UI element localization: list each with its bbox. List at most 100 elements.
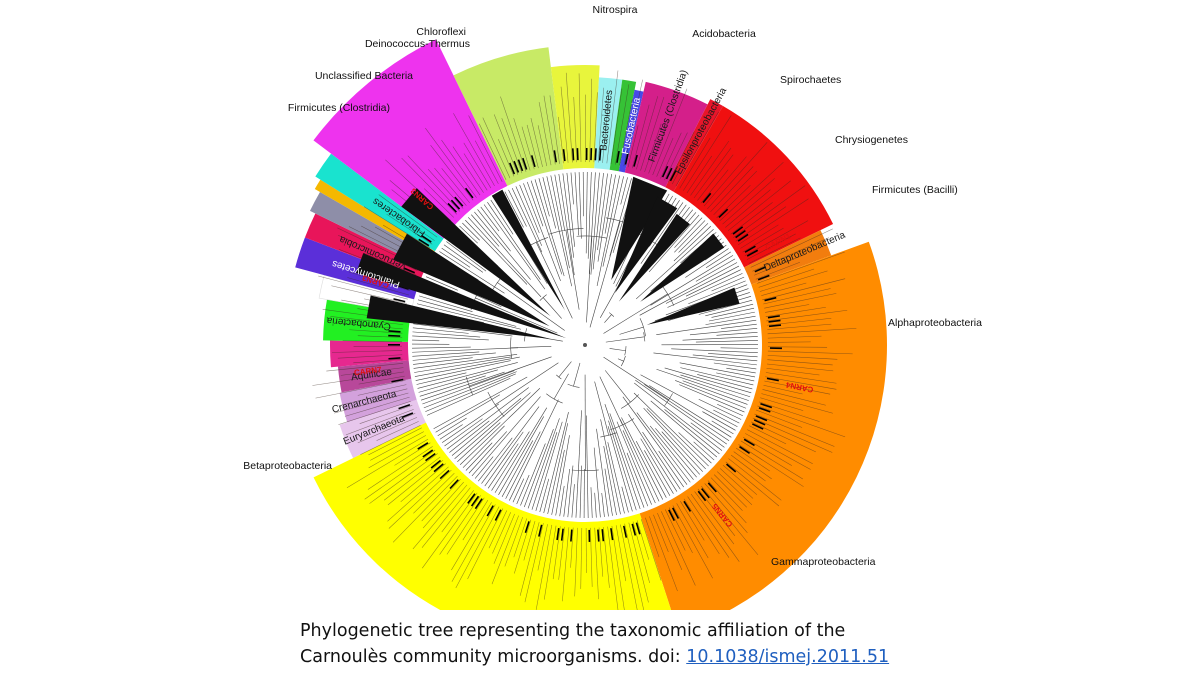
tree-branch (480, 206, 500, 232)
leaf-id-mark (494, 509, 502, 521)
leaf-label-mark (664, 132, 688, 181)
tree-branch (713, 362, 757, 370)
leaf-label-mark (482, 117, 511, 179)
leaf-label-mark (713, 474, 747, 508)
leaf-label-mark (463, 142, 492, 189)
leaf-label-layer (312, 70, 857, 610)
collapsed-clade-triangle (356, 253, 567, 339)
leaf-label-mark (738, 444, 804, 487)
tree-branch (690, 422, 725, 448)
leaf-label-mark (535, 524, 553, 610)
leaf-label-mark (730, 454, 766, 482)
leaf-label-mark (337, 322, 403, 330)
tree-branch (459, 388, 541, 465)
clade-wedge-beta (313, 422, 672, 610)
tree-branch (664, 367, 752, 394)
leaf-id-mark (735, 229, 746, 239)
leaf-id-mark (718, 208, 729, 218)
leaf-label-mark (623, 79, 643, 167)
tree-branch (558, 173, 575, 276)
tree-branch (680, 367, 754, 386)
leaf-id-mark (631, 523, 637, 536)
leaf-label-mark (755, 409, 803, 428)
leaf-label-mark (446, 497, 485, 555)
leaf-id-mark (517, 159, 524, 172)
tree-branch (674, 217, 703, 248)
tree-branch (644, 450, 671, 496)
leaf-label-mark (766, 363, 834, 372)
clade-wedge-delta (744, 230, 832, 285)
leaf-id-mark (732, 226, 744, 235)
tree-branch (474, 211, 531, 280)
leaf-label-mark (762, 389, 826, 406)
tree-branch (643, 407, 703, 472)
tree-branch (720, 347, 758, 349)
clade-wedge-bacilli (624, 81, 708, 188)
tree-branch (604, 174, 616, 234)
tree-branch (593, 447, 601, 518)
leaf-label-mark (407, 155, 461, 212)
tree-branch (596, 175, 620, 286)
leaf-id-mark (594, 148, 597, 161)
tree-branch (600, 419, 621, 515)
tree-branch (465, 219, 528, 285)
leaf-label-mark (619, 98, 633, 166)
leaf-id-mark (401, 412, 414, 419)
tree-branch (425, 373, 516, 412)
leaf-label-mark (441, 490, 474, 533)
caption-line-2: Carnoulès community microorganisms. doi:… (300, 644, 940, 670)
tree-branch (667, 273, 743, 308)
leaf-id-mark (449, 479, 459, 490)
leaf-label-mark (707, 480, 747, 524)
leaf-id-mark (764, 296, 777, 302)
tree-branch (661, 431, 700, 475)
tree-branch (459, 225, 478, 244)
external-clade-label-layer: Nitrospira Acidobacteria ChloroflexiDeinoc… (243, 4, 982, 568)
clade-wedge-euryarchaeota (339, 399, 426, 459)
leaf-label-mark (733, 185, 806, 238)
leaf-id-mark (633, 154, 638, 167)
leaf-label-mark (668, 507, 693, 554)
leaf-label-mark (387, 466, 449, 522)
tree-branch (504, 191, 524, 228)
leaf-label-mark (513, 518, 528, 558)
leaf-label-mark (383, 456, 441, 501)
leaf-label-mark (644, 123, 662, 173)
leaf-label-mark (759, 270, 828, 292)
leaf-label-mark (392, 476, 458, 543)
tree-branch (539, 478, 550, 513)
leaf-id-mark (702, 192, 712, 204)
tree-branch (658, 450, 684, 488)
leaf-id-mark (403, 267, 416, 274)
leaf-label-mark (558, 116, 565, 164)
clade-label-chloroflexi: Chloroflexi (416, 26, 466, 38)
leaf-label-mark (462, 499, 489, 541)
clade-wedge-acidobacteria (453, 47, 564, 186)
leaf-label-mark (400, 463, 446, 503)
tree-branch (547, 423, 569, 514)
tree-branch (705, 303, 754, 317)
leaf-label-mark (345, 409, 414, 436)
tree-branch (444, 418, 483, 447)
leaf-label-mark (758, 401, 820, 422)
tree-branch (574, 172, 579, 236)
leaf-label-mark (312, 371, 405, 386)
leaf-label-mark (514, 519, 532, 574)
tree-branch (468, 217, 542, 298)
leaf-label-mark (763, 384, 803, 395)
leaf-label-mark (679, 137, 711, 189)
clade-label-spirochaetes: Spirochaetes (780, 74, 841, 86)
tree-branch (607, 426, 633, 512)
leaf-label-mark (468, 115, 503, 182)
leaf-id-mark (768, 324, 782, 328)
tree-branch (465, 442, 493, 471)
leaf-label-mark (742, 436, 792, 466)
leaf-id-mark (701, 488, 710, 499)
tree-branch (590, 172, 600, 275)
leaf-label-mark (687, 496, 730, 558)
leaf-label-mark (593, 92, 598, 163)
leaf-label-mark (594, 527, 599, 600)
leaf-label-mark (363, 206, 431, 249)
leaf-id-mark (450, 199, 461, 210)
doi-link[interactable]: 10.1038/ismej.2011.51 (686, 647, 890, 667)
